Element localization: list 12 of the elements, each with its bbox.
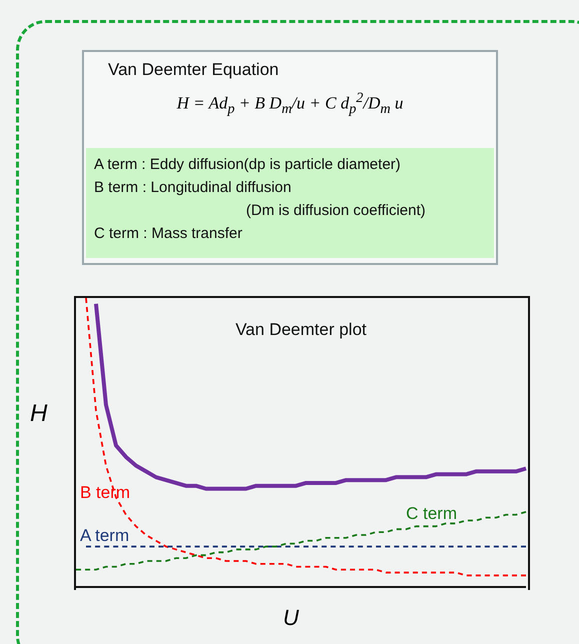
series-label: B term	[80, 483, 130, 503]
text: H = Ad$_{p}$ + B D$_{m}$/u + C d$_{p}$$^{2}$/D$_{m}$ u	[176, 90, 404, 118]
text: C term : Mass transfer	[94, 225, 242, 242]
text: B term : Longitudinal diffusion	[94, 179, 292, 196]
text: Van Deemter plot	[234, 320, 368, 340]
text: A term : Eddy diffusion(dp is particle diameter)	[94, 156, 401, 173]
text: (Dm is diffusion coefficient)	[246, 202, 426, 219]
series-label: A term	[80, 526, 130, 546]
x-axis-title: U	[283, 605, 299, 631]
text: Van Deemter Equation	[108, 60, 279, 80]
series-label: C term	[406, 504, 457, 524]
y-axis-title: H	[30, 400, 48, 428]
